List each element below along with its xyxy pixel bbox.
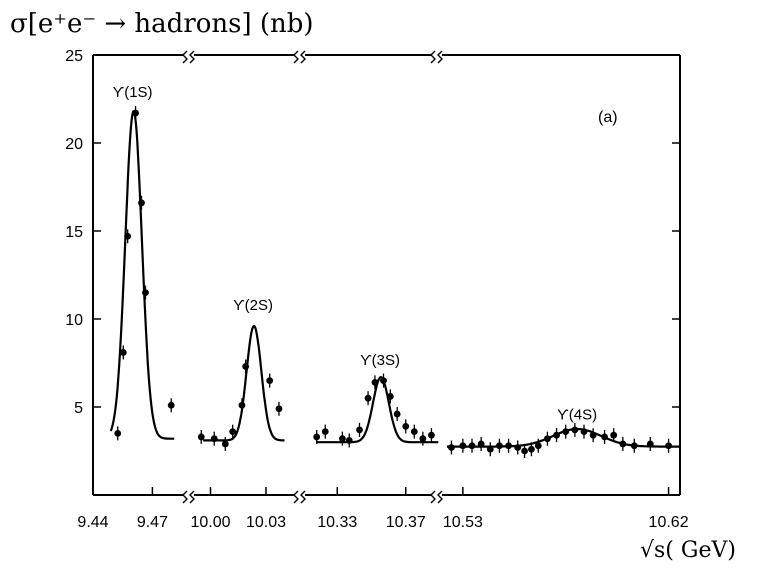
x-tick-label: 10.37 <box>386 514 426 531</box>
data-point <box>514 444 522 451</box>
data-point <box>428 431 435 439</box>
peak-label: ϒ(3S) <box>360 352 400 369</box>
fit-curve-1 <box>109 110 175 440</box>
data-point <box>468 442 476 450</box>
data-point <box>197 433 205 441</box>
fit-curves <box>109 110 680 448</box>
data-point <box>364 394 372 402</box>
data-point <box>229 428 237 436</box>
data-point <box>124 232 132 240</box>
data-point <box>521 447 528 455</box>
data-point <box>266 377 274 384</box>
axis-break-symbol <box>182 50 204 64</box>
data-point <box>142 289 149 296</box>
data-point <box>380 377 387 384</box>
fit-curve-3 <box>316 376 439 444</box>
data-point <box>313 433 321 441</box>
data-point <box>167 401 175 409</box>
data-point <box>338 435 346 443</box>
data-point <box>419 435 427 443</box>
x-tick-label: 10.00 <box>190 514 230 531</box>
axis-break-symbol <box>430 490 452 504</box>
data-point <box>589 431 597 439</box>
data-point <box>630 442 638 450</box>
data-point <box>119 349 127 356</box>
y-tick-label: 5 <box>74 400 83 417</box>
data-point <box>356 426 363 434</box>
data-point <box>132 109 139 117</box>
data-point <box>646 440 654 448</box>
data-point <box>580 428 588 436</box>
y-tick-label: 25 <box>65 48 83 65</box>
data-point <box>448 444 455 451</box>
y-tick-label: 20 <box>65 136 83 153</box>
data-point <box>345 437 353 444</box>
axis-breaks <box>182 50 452 504</box>
data-point <box>665 442 672 450</box>
plot-frame <box>92 54 681 496</box>
axis-break-symbol <box>182 490 204 504</box>
peak-labels: ϒ(1S) ϒ(2S) ϒ(3S) ϒ(4S) <box>113 84 597 423</box>
x-tick-label: 9.44 <box>77 514 108 531</box>
data-point <box>459 442 467 450</box>
x-tick-label: 9.47 <box>137 514 168 531</box>
data-point <box>393 410 401 418</box>
data-point <box>601 433 608 441</box>
data-points <box>114 106 672 458</box>
data-point <box>386 393 394 400</box>
x-axis-label: √s( GeV) <box>640 538 736 563</box>
data-point <box>402 422 410 430</box>
data-point <box>505 442 512 450</box>
axis-break-symbol <box>430 50 452 64</box>
data-point <box>562 428 570 436</box>
data-point <box>486 445 494 453</box>
x-tick-label: 10.62 <box>649 514 689 531</box>
x-axis: 9.44 9.47 10.00 10.03 10.33 10.37 10.53 10.62 <box>77 487 689 531</box>
data-point <box>571 426 579 434</box>
x-tick-label: 10.53 <box>443 514 483 531</box>
data-point <box>275 405 283 413</box>
peak-label: ϒ(2S) <box>233 297 273 314</box>
y-axis-label: σ[e⁺e⁻ → hadrons] (nb) <box>10 9 314 39</box>
data-point <box>210 435 218 443</box>
data-point <box>619 440 627 448</box>
data-point <box>238 401 246 409</box>
data-point <box>553 431 560 439</box>
data-point <box>242 363 250 370</box>
data-point <box>114 430 122 437</box>
data-point <box>477 440 485 448</box>
y-tick-label: 10 <box>65 312 83 329</box>
fit-curve-2 <box>203 324 285 442</box>
axis-break-symbol <box>293 490 315 504</box>
data-point <box>321 428 329 436</box>
data-point <box>534 442 542 450</box>
data-point <box>528 445 535 453</box>
axis-break-symbol <box>293 50 315 64</box>
data-point <box>221 440 229 448</box>
peak-label: ϒ(1S) <box>113 84 153 101</box>
y-axis: 5 10 15 20 25 <box>65 48 680 417</box>
panel-label: (a) <box>598 109 618 126</box>
data-point <box>496 442 503 450</box>
x-tick-label: 10.33 <box>317 514 357 531</box>
data-point <box>544 435 551 443</box>
data-point <box>371 378 379 386</box>
data-point <box>138 199 145 207</box>
data-point <box>610 431 618 439</box>
y-tick-label: 15 <box>65 224 83 241</box>
data-point <box>410 428 418 436</box>
x-tick-label: 10.03 <box>246 514 286 531</box>
peak-label: ϒ(4S) <box>557 406 597 423</box>
